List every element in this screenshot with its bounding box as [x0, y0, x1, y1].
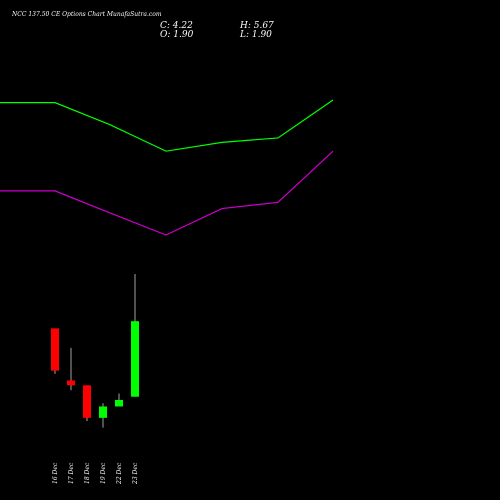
upper-band-line	[0, 99, 334, 152]
close-value: C: 4.22	[160, 21, 193, 31]
lower-band-line	[0, 150, 334, 236]
candle-body	[67, 380, 75, 386]
open-value: O: 1.90	[160, 30, 194, 40]
x-tick-label: 23 Dec	[132, 462, 139, 485]
x-tick-label: 16 Dec	[52, 462, 59, 484]
candle-body	[83, 385, 91, 418]
x-tick-label: 17 Dec	[68, 462, 75, 484]
x-tick-label: 18 Dec	[84, 462, 91, 484]
low-value: L: 1.90	[240, 30, 272, 40]
candle-body	[115, 399, 123, 407]
chart-title: NCC 137.50 CE Options Chart MunafaSutra.…	[12, 11, 162, 18]
x-tick-label: 22 Dec	[116, 462, 123, 485]
high-value: H: 5.67	[240, 21, 274, 31]
candle-body	[131, 321, 139, 397]
candle-body	[99, 406, 107, 418]
x-tick-label: 19 Dec	[100, 462, 107, 484]
candle-body	[51, 328, 59, 371]
